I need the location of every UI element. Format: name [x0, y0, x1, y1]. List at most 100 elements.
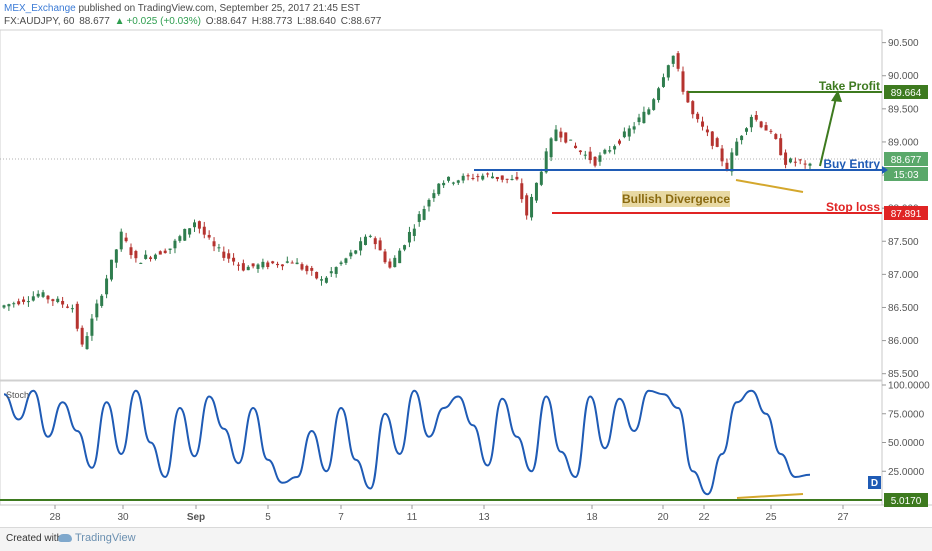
candles	[2, 51, 812, 350]
candle-body	[41, 292, 45, 297]
candle-body	[549, 138, 553, 158]
candle-body	[388, 261, 392, 268]
candle-body	[637, 117, 641, 123]
candle-body	[407, 231, 411, 243]
candle-body	[661, 77, 665, 87]
candle-body	[730, 152, 734, 172]
time-tick-label: 30	[117, 512, 129, 523]
time-tick-label: 28	[49, 512, 61, 523]
candle-body	[202, 226, 206, 235]
candle-body	[456, 180, 460, 183]
candle-body	[740, 135, 744, 141]
candle-body	[398, 250, 402, 264]
candle-body	[647, 109, 651, 115]
candle-body	[403, 245, 407, 250]
candle-body	[598, 155, 602, 162]
candle-body	[251, 263, 255, 267]
price-tick-label: 86.000	[888, 336, 919, 347]
candle-body	[17, 301, 21, 305]
divergence-stoch-line	[736, 493, 804, 499]
candle-body	[124, 237, 128, 242]
candle-body	[622, 131, 626, 138]
time-tick-label: 5	[265, 512, 271, 523]
candle-body	[188, 228, 192, 235]
candle-body	[295, 262, 299, 265]
candle-body	[696, 113, 700, 120]
candle-body	[22, 299, 26, 302]
data-window-button[interactable]	[868, 476, 881, 489]
candle-body	[471, 177, 475, 180]
buy-entry-label: Buy Entry	[823, 157, 880, 171]
candle-body	[320, 279, 324, 281]
candle-body	[427, 199, 431, 207]
candle-body	[149, 257, 153, 260]
candle-body	[486, 173, 490, 175]
candle-body	[720, 148, 724, 162]
stop-loss-label: Stop loss	[826, 200, 880, 214]
candle-body	[105, 278, 109, 295]
publisher-name[interactable]: MEX_Exchange	[4, 3, 76, 14]
candle-body	[168, 248, 172, 250]
time-tick-label: 27	[837, 512, 849, 523]
candle-body	[559, 131, 563, 138]
time-tick-label: 20	[657, 512, 669, 523]
candle-body	[158, 251, 162, 255]
tradingview-logo[interactable]: TradingView	[58, 532, 136, 544]
candle-body	[109, 259, 113, 280]
candle-body	[554, 129, 558, 141]
tradingview-brand: TradingView	[75, 532, 136, 544]
candle-body	[657, 88, 661, 101]
candle-body	[344, 258, 348, 263]
candle-body	[461, 175, 465, 181]
stoch-value: 5.0170	[891, 496, 922, 507]
publish-line: MEX_Exchange published on TradingView.co…	[4, 2, 383, 15]
up-triangle-icon: ▲	[114, 16, 125, 27]
candle-body	[544, 151, 548, 173]
target-arrow-head-icon	[831, 90, 842, 102]
last-price-tag	[884, 152, 928, 166]
candle-body	[583, 154, 587, 156]
take-profit-price-tag	[884, 85, 928, 99]
candle-body	[451, 182, 455, 184]
candle-body	[100, 295, 104, 306]
candle-body	[232, 257, 236, 262]
candle-body	[7, 304, 11, 307]
candle-body	[505, 178, 509, 180]
candle-body	[173, 240, 177, 249]
candle-body	[26, 301, 30, 303]
take-profit-price: 89.664	[891, 88, 922, 99]
candle-body	[300, 264, 304, 270]
buy-entry-marker-icon	[882, 166, 888, 174]
candle-body	[671, 55, 675, 64]
candle-body	[12, 303, 16, 305]
candle-body	[803, 163, 807, 165]
low-value: L:88.640	[297, 16, 336, 27]
candle-body	[490, 176, 494, 179]
candle-body	[788, 158, 792, 163]
time-axis: 28 30 Sep 5 7 11 13 18 20 22 25 27	[49, 505, 849, 523]
candle-body	[759, 121, 763, 128]
candle-body	[256, 264, 260, 269]
candle-body	[329, 271, 333, 274]
candle-body	[710, 131, 714, 146]
price-tick-label: 89.000	[888, 137, 919, 148]
candle-body	[261, 261, 265, 268]
last-price-value: 88.677	[891, 155, 922, 166]
candle-body	[334, 267, 338, 274]
candle-body	[779, 138, 783, 156]
candle-body	[290, 262, 294, 264]
candle-body	[276, 263, 280, 266]
candle-body	[51, 299, 55, 302]
candle-body	[227, 253, 231, 259]
stop-loss-price: 87.891	[891, 209, 922, 220]
published-text: published on TradingView.com, September …	[78, 3, 361, 14]
target-arrow-shaft	[819, 97, 837, 167]
footer-bar: Created with TradingView	[0, 527, 932, 551]
price-tick-label: 86.500	[888, 303, 919, 314]
candle-body	[749, 116, 753, 128]
candle-body	[207, 234, 211, 238]
candle-body	[354, 250, 358, 254]
chart-canvas[interactable]: 90.50090.00089.50089.00088.50088.00087.5…	[0, 0, 932, 527]
candle-body	[495, 176, 499, 179]
candle-body	[437, 183, 441, 195]
